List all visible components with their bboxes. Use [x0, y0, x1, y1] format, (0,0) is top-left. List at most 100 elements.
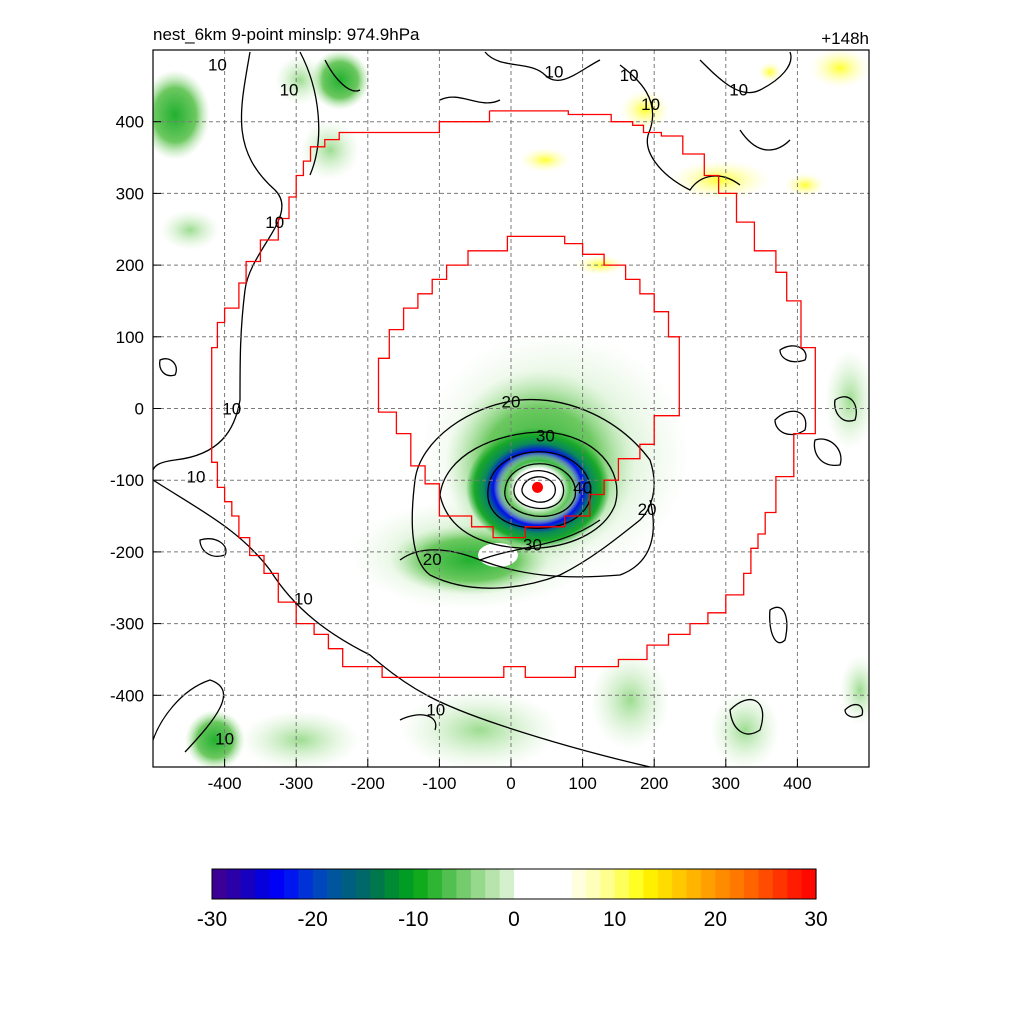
colorbar-swatch — [600, 869, 616, 899]
contour-label: 10 — [426, 701, 445, 720]
contour-label-text: 10 — [265, 213, 284, 232]
colorbar-frame — [211, 868, 817, 900]
domain-box-inner — [377, 235, 680, 539]
colorbar-swatch — [657, 869, 673, 899]
colorbar-tick-label: -30 — [197, 908, 227, 931]
contour-label-text: 10 — [544, 63, 563, 82]
contour-label: 10 — [729, 80, 748, 99]
contour-label-text: 10 — [620, 66, 639, 85]
colorbar-swatch — [442, 869, 458, 899]
colorbar-swatch — [499, 869, 515, 899]
colorbar-swatch — [614, 869, 630, 899]
contour-label: 30 — [523, 536, 542, 555]
x-tick-label: 100 — [568, 774, 596, 793]
contour-label: 10 — [215, 729, 234, 748]
contour-label-text: 30 — [536, 427, 555, 446]
y-tick-label: -300 — [110, 615, 144, 634]
colorbar-swatch — [485, 869, 501, 899]
x-tick-label: -300 — [279, 774, 313, 793]
y-tick-label: 400 — [116, 113, 144, 132]
colorbar-swatch — [801, 869, 817, 899]
contour-label: 20 — [423, 550, 442, 569]
colorbar-swatch — [629, 869, 645, 899]
grid — [153, 50, 869, 767]
contour-label: 30 — [536, 427, 555, 446]
contour-label: 10 — [280, 80, 299, 99]
colorbar-swatch — [470, 869, 486, 899]
colorbar-swatch — [240, 869, 256, 899]
colorbar-swatch — [514, 869, 529, 899]
colorbar-tick-label: 10 — [603, 908, 626, 931]
x-tick-label: 400 — [783, 774, 811, 793]
contour-label-text: 20 — [502, 392, 521, 411]
contour-label: 40 — [573, 478, 592, 497]
y-tick-label: -100 — [110, 471, 144, 490]
colorbar-swatch — [700, 869, 716, 899]
colorbar-tick-label: 0 — [508, 908, 520, 931]
contour-label-text: 10 — [215, 729, 234, 748]
x-tick-label: 0 — [506, 774, 515, 793]
colorbar-swatch — [398, 869, 414, 899]
contour-label: 10 — [208, 55, 227, 74]
colorbar-swatch — [212, 869, 227, 899]
storm-center-marker — [531, 481, 543, 493]
colorbar-swatch — [384, 869, 400, 899]
colorbar-tick-label: -10 — [398, 908, 428, 931]
colorbar-swatch — [298, 869, 314, 899]
x-tick-label: 200 — [640, 774, 668, 793]
colorbar-swatch — [744, 869, 760, 899]
colorbar-swatch — [715, 869, 731, 899]
colorbar-swatch — [729, 869, 745, 899]
contour-label: 10 — [265, 213, 284, 232]
colorbar-swatch — [557, 869, 573, 899]
colorbar-swatch — [341, 869, 357, 899]
chart-title: nest_6km 9-point minslp: 974.9hPa — [153, 25, 420, 44]
colorbar-swatch — [327, 869, 343, 899]
contour-label: 10 — [294, 590, 313, 609]
contour-label-text: 10 — [729, 80, 748, 99]
colorbar-swatch — [255, 869, 271, 899]
colorbar-swatch — [686, 869, 702, 899]
domain-box-outer — [211, 110, 816, 679]
axes: -400 -300 -200 -100 0 100 200 300 40040030020010… — [110, 113, 812, 793]
contour-label-text: 10 — [280, 80, 299, 99]
colorbar-swatch — [456, 869, 472, 899]
colorbar-swatch — [542, 869, 558, 899]
contour-label-text: 30 — [523, 536, 542, 555]
contour-label: 10 — [620, 66, 639, 85]
domain-boxes — [211, 110, 816, 679]
colorbar-swatch — [772, 869, 788, 899]
colorbar-tick-label: 20 — [704, 908, 727, 931]
x-tick-label: -200 — [351, 774, 385, 793]
contour-label: 20 — [502, 392, 521, 411]
y-tick-label: 300 — [116, 184, 144, 203]
contour-label-text: 40 — [573, 478, 592, 497]
colorbar: -30 -20 -10 0 10 20 30 — [197, 868, 828, 931]
contour-label: 10 — [544, 63, 563, 82]
contour-label: 10 — [222, 400, 241, 419]
colorbar-swatch — [413, 869, 429, 899]
y-tick-label: -200 — [110, 543, 144, 562]
colorbar-swatch — [355, 869, 371, 899]
contour-label-text: 10 — [208, 55, 227, 74]
colorbar-tick-label: 30 — [804, 908, 827, 931]
x-tick-label: -100 — [422, 774, 456, 793]
contour-label-text: 10 — [426, 701, 445, 720]
contour-label-text: 10 — [186, 468, 205, 487]
contour-label: 10 — [186, 468, 205, 487]
colorbar-swatch — [585, 869, 601, 899]
forecast-hour-label: +148h — [821, 29, 869, 48]
colorbar-swatch — [571, 869, 587, 899]
colorbar-swatch — [787, 869, 803, 899]
colorbar-swatch — [269, 869, 285, 899]
contour-label-text: 10 — [222, 400, 241, 419]
contour-lines — [153, 51, 864, 767]
x-tick-label: 300 — [712, 774, 740, 793]
colorbar-swatch — [226, 869, 242, 899]
colorbar-swatch — [312, 869, 328, 899]
contour-label-text: 10 — [294, 590, 313, 609]
contour-label: 20 — [638, 500, 657, 519]
colorbar-swatch — [427, 869, 443, 899]
